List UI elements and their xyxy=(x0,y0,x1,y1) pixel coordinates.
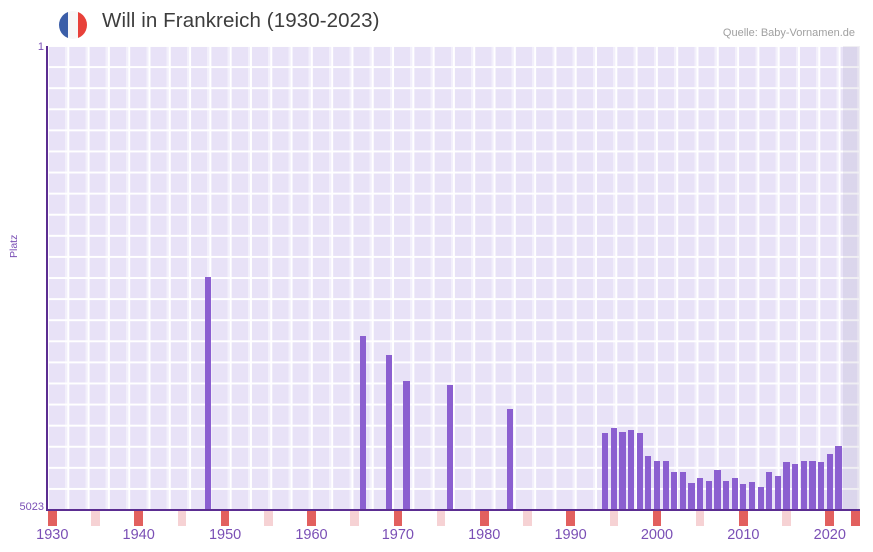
plot-area xyxy=(48,46,860,510)
bar xyxy=(748,482,756,510)
x-tick-major xyxy=(48,511,57,526)
y-axis-top-tick-label: 1 xyxy=(37,41,44,53)
bar xyxy=(507,409,514,510)
bar xyxy=(610,428,617,510)
x-tick-major xyxy=(825,511,835,526)
flag-band-red xyxy=(77,11,87,39)
x-axis-tick-label: 1930 xyxy=(36,527,69,543)
x-tick-minor xyxy=(263,511,273,526)
x-tick-major xyxy=(479,511,489,526)
x-tick-minor xyxy=(695,511,705,526)
x-axis-tick-label: 1940 xyxy=(122,527,155,543)
x-axis-tick-label: 1950 xyxy=(208,527,242,543)
x-tick-major xyxy=(652,511,662,526)
y-axis-line xyxy=(46,46,49,511)
france-flag-icon xyxy=(59,11,87,39)
bar xyxy=(757,487,764,510)
x-tick-major xyxy=(393,511,403,526)
bar xyxy=(204,277,211,510)
bar xyxy=(731,478,738,510)
bar xyxy=(766,472,773,510)
x-tick-end xyxy=(851,511,860,526)
x-axis-tick-label: 2010 xyxy=(727,527,760,543)
x-axis-tick-markers xyxy=(48,511,860,526)
bar xyxy=(662,461,669,510)
flag-band-blue xyxy=(59,11,69,39)
bar xyxy=(386,355,393,510)
bar xyxy=(653,461,661,510)
y-axis-title: Platz xyxy=(8,234,20,258)
flag-band-white xyxy=(68,11,78,39)
x-axis-tick-label: 1990 xyxy=(554,527,587,543)
plot-gridlines xyxy=(48,46,860,510)
chart-title: Will in Frankreich (1930-2023) xyxy=(102,9,380,32)
x-tick-minor xyxy=(609,511,619,526)
bar xyxy=(800,461,807,510)
x-axis-tick-label: 1970 xyxy=(381,527,414,543)
x-tick-minor xyxy=(350,511,359,526)
bar xyxy=(645,456,652,510)
bar xyxy=(619,432,626,510)
bar xyxy=(818,462,825,510)
bar xyxy=(446,385,453,510)
x-tick-major xyxy=(566,511,575,526)
bar xyxy=(774,476,782,510)
no-data-shaded-region xyxy=(842,46,860,510)
bar xyxy=(809,461,816,510)
x-axis-labels: 1930 1940 1950 1960 1970 1980 1990 2000 2010 2020 xyxy=(0,527,873,552)
bar xyxy=(714,470,721,510)
bar xyxy=(705,481,712,510)
x-tick-major xyxy=(134,511,143,526)
x-tick-minor xyxy=(436,511,446,526)
x-tick-minor xyxy=(177,511,187,526)
x-axis-tick-label: 2020 xyxy=(813,527,846,543)
x-tick-major xyxy=(307,511,316,526)
bar xyxy=(636,433,643,510)
bar xyxy=(627,430,635,510)
bar xyxy=(740,484,747,510)
source-attribution: Quelle: Baby-Vornamen.de xyxy=(722,27,855,39)
x-tick-minor xyxy=(782,511,791,526)
x-tick-major xyxy=(220,511,230,526)
bar xyxy=(697,478,704,510)
bar xyxy=(403,381,410,510)
x-tick-minor xyxy=(91,511,100,526)
bar xyxy=(783,462,790,510)
x-axis-tick-label: 1960 xyxy=(295,527,328,543)
x-axis-line xyxy=(46,509,860,512)
bar xyxy=(679,472,687,510)
x-axis-tick-label: 2000 xyxy=(640,527,674,543)
x-tick-minor xyxy=(523,511,532,526)
bar xyxy=(835,446,842,510)
bar-series xyxy=(48,46,860,510)
bar xyxy=(722,481,730,510)
x-tick-major xyxy=(739,511,748,526)
y-axis-bottom-tick-label: 5023 xyxy=(19,501,44,513)
chart-header: Will in Frankreich (1930-2023) Quelle: B… xyxy=(0,0,873,46)
bar xyxy=(826,454,833,510)
bar xyxy=(688,483,695,510)
bar xyxy=(792,464,799,510)
bar xyxy=(360,336,367,510)
x-axis-tick-label: 1980 xyxy=(468,527,501,543)
bar xyxy=(671,472,678,510)
bar xyxy=(602,433,609,510)
